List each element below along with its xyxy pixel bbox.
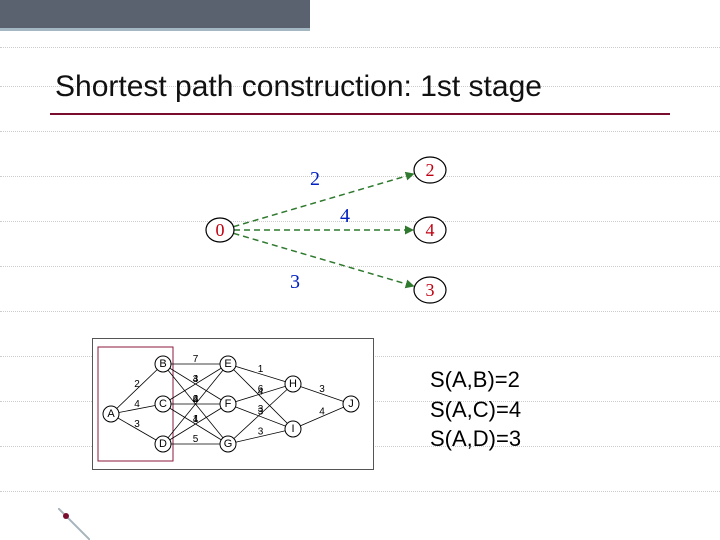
graph-edge-weight: 4 [319, 407, 325, 418]
reference-graph: 24374632441514633334ABCDEFGHIJ [92, 338, 374, 470]
graph-node-label: B [159, 358, 166, 370]
result-line: S(A,B)=2 [430, 365, 521, 395]
slide-title: Shortest path construction: 1st stage [55, 70, 542, 104]
graph-node-label: C [159, 398, 167, 410]
graph-node-label: I [291, 423, 294, 435]
graph-node-label: E [224, 358, 231, 370]
graph-node-label: D [159, 438, 167, 450]
guide-line [0, 491, 720, 492]
tree-edge [233, 174, 414, 227]
title-underline [50, 113, 670, 115]
corner-accent-icon [58, 508, 90, 540]
tree-edge-weight: 4 [340, 205, 350, 227]
tree-node-label: 0 [216, 220, 225, 240]
graph-edge-weight: 3 [319, 384, 325, 395]
graph-edge-weight: 5 [193, 434, 199, 445]
graph-edge-weight: 1 [193, 414, 199, 425]
graph-node-label: G [224, 438, 233, 450]
graph-edge-weight: 2 [134, 379, 140, 390]
graph-node-label: H [289, 378, 297, 390]
graph-edge-weight: 3 [193, 374, 199, 385]
tree-edge-weight: 3 [290, 271, 300, 293]
graph-edge-weight: 3 [134, 419, 140, 430]
graph-node-label: A [107, 408, 115, 420]
graph-edge-weight: 3 [258, 427, 264, 438]
result-line: S(A,D)=3 [430, 424, 521, 454]
tree-edge-weight: 2 [310, 168, 320, 190]
graph-edge-weight: 7 [193, 354, 199, 365]
graph-edge-weight: 6 [258, 384, 264, 395]
graph-edge-weight: 1 [258, 364, 264, 375]
main-tree-diagram: 2430243 [170, 140, 490, 320]
tree-node-label: 4 [426, 220, 435, 240]
tree-edge [233, 233, 414, 286]
graph-node-label: J [348, 398, 354, 410]
tree-node-label: 3 [426, 280, 435, 300]
graph-node-label: F [225, 398, 232, 410]
graph-edge-weight: 4 [193, 394, 199, 405]
graph-edge-weight: 3 [258, 404, 264, 415]
result-line: S(A,C)=4 [430, 395, 521, 425]
graph-edge-weight: 4 [134, 399, 140, 410]
results-block: S(A,B)=2S(A,C)=4S(A,D)=3 [430, 365, 521, 454]
guide-line [0, 131, 720, 132]
tree-node-label: 2 [426, 160, 435, 180]
guide-line [0, 47, 720, 48]
header-band [0, 0, 310, 31]
